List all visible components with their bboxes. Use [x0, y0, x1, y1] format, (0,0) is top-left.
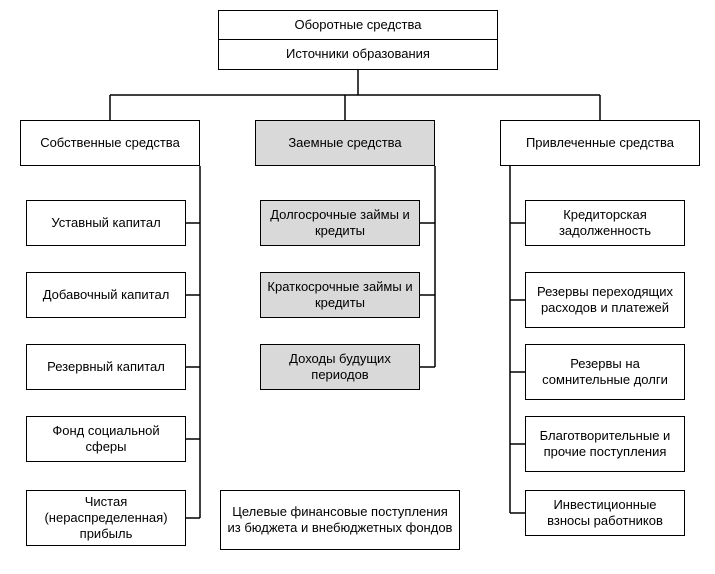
col0-item3: Фонд социальной сферы [26, 416, 186, 462]
root-title: Оборотные средства [218, 10, 498, 40]
col1-header: Заемные средства [255, 120, 435, 166]
col0-item2: Резервный капитал [26, 344, 186, 390]
col1-item2: Доходы будущих периодов [260, 344, 420, 390]
col0-item1: Добавочный капитал [26, 272, 186, 318]
col2-item2: Резервы на сомнительные долги [525, 344, 685, 400]
col1-item1: Краткосрочные займы и кредиты [260, 272, 420, 318]
col2-item4: Инвестиционные взносы работников [525, 490, 685, 536]
col1-item0: Долгосрочные займы и кредиты [260, 200, 420, 246]
col0-item4: Чистая (нераспределенная) прибыль [26, 490, 186, 546]
col1-item3: Целевые финансовые поступления из бюджет… [220, 490, 460, 550]
col2-item3: Благотворительные и прочие поступления [525, 416, 685, 472]
col0-header: Собственные средства [20, 120, 200, 166]
col2-header: Привлеченные средства [500, 120, 700, 166]
root-subtitle: Источники образования [218, 40, 498, 70]
col2-item0: Кредиторская задолженность [525, 200, 685, 246]
col2-item1: Резервы переходящих рас­ходов и платежей [525, 272, 685, 328]
col0-item0: Уставный капитал [26, 200, 186, 246]
